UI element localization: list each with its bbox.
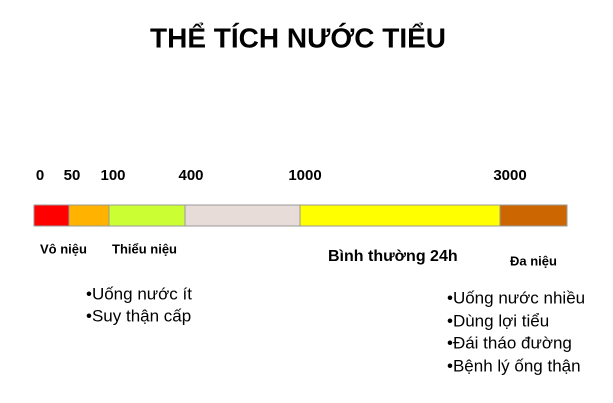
- scale-tick: 50: [64, 167, 81, 184]
- scale-segment: [108, 204, 186, 227]
- cause-item: •Uống nước nhiều: [447, 288, 585, 307]
- scale-tick: 400: [178, 167, 203, 184]
- zone-label: Bình thường 24h: [328, 248, 458, 265]
- zone-label: Thiểu niệu: [112, 241, 177, 256]
- title: THỂ TÍCH NƯỚC TIỂU: [150, 22, 446, 53]
- zone-label: Vô niệu: [40, 241, 87, 256]
- zone-label: Đa niệu: [510, 253, 557, 268]
- scale-segment: [33, 204, 70, 227]
- scale-segment: [184, 204, 301, 227]
- scale-tick: 1000: [288, 167, 321, 184]
- cause-item: •Đái tháo đường: [447, 333, 572, 352]
- scale-segment: [68, 204, 110, 227]
- cause-item: •Dùng lợi tiểu: [447, 311, 549, 330]
- scale-bar: [33, 204, 568, 227]
- scale-tick: 3000: [493, 167, 526, 184]
- scale-segment: [299, 204, 501, 227]
- cause-item: •Uống nước ít: [86, 284, 192, 303]
- cause-item: •Bệnh lý ống thận: [447, 356, 581, 375]
- scale-segment: [499, 204, 568, 227]
- cause-item: •Suy thận cấp: [86, 306, 191, 325]
- scale-tick: 100: [100, 167, 125, 184]
- scale-tick: 0: [36, 167, 44, 184]
